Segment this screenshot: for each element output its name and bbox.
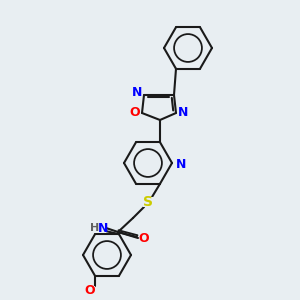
FancyBboxPatch shape: [132, 88, 142, 98]
FancyBboxPatch shape: [90, 224, 106, 232]
Text: N: N: [98, 221, 108, 235]
Text: N: N: [176, 158, 186, 172]
Text: O: O: [130, 106, 140, 119]
Text: H: H: [90, 223, 100, 233]
Text: O: O: [139, 232, 149, 244]
FancyBboxPatch shape: [139, 233, 149, 242]
FancyBboxPatch shape: [142, 197, 154, 207]
Text: N: N: [132, 86, 142, 100]
FancyBboxPatch shape: [85, 286, 95, 295]
Text: O: O: [85, 284, 95, 296]
FancyBboxPatch shape: [175, 160, 187, 169]
Text: N: N: [178, 106, 188, 119]
Text: S: S: [143, 195, 153, 209]
FancyBboxPatch shape: [178, 109, 188, 118]
FancyBboxPatch shape: [130, 109, 140, 118]
